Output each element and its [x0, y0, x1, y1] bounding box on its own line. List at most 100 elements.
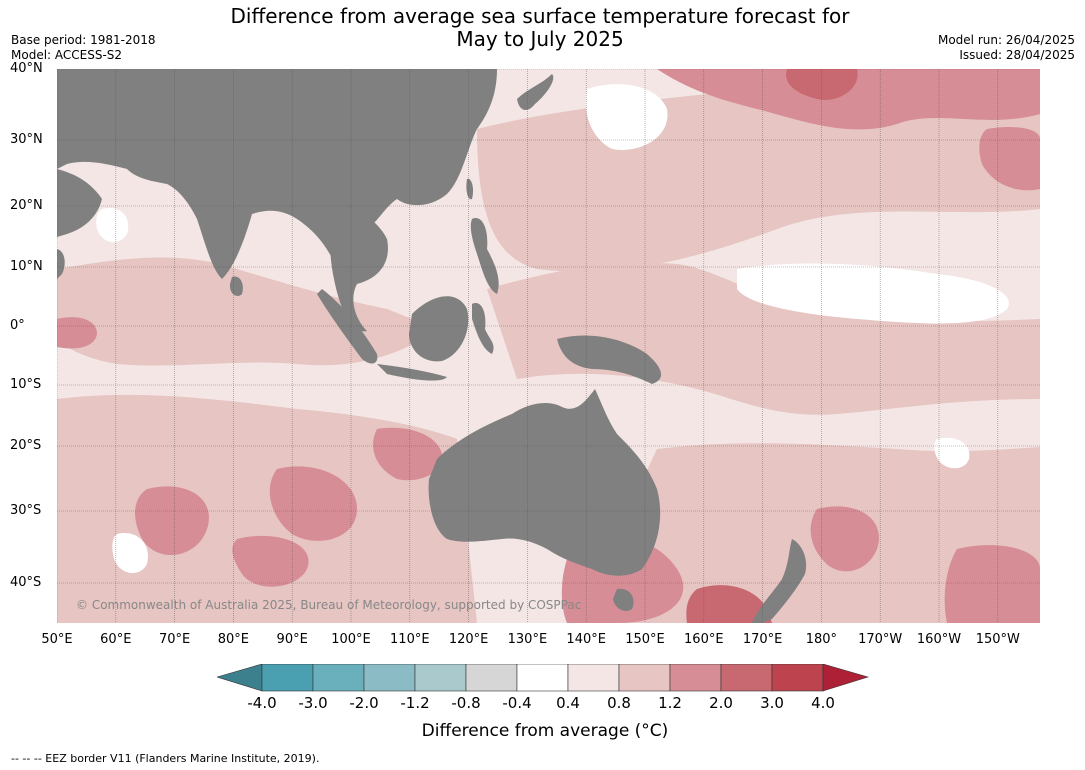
colorbar-tick-label: 1.2 — [658, 694, 682, 712]
lon-label: 100°E — [331, 632, 371, 647]
lon-label: 130°E — [507, 632, 548, 647]
lat-label: 20°N — [10, 198, 43, 213]
title-line-2: May to July 2025 — [456, 27, 624, 51]
colorbar-segment — [618, 664, 671, 692]
land — [57, 69, 807, 623]
colorbar-segment — [414, 664, 467, 692]
lon-label: 150°W — [975, 632, 1020, 647]
band-indian-ocean — [57, 257, 437, 366]
band-south — [57, 394, 477, 623]
colorbar — [217, 664, 869, 692]
model-run: Model run: 26/04/2025 — [937, 33, 1075, 47]
sst-map: © Commonwealth of Australia 2025, Bureau… — [57, 69, 1040, 623]
lon-label: 110°E — [390, 632, 430, 647]
band-north-warm — [657, 69, 1040, 130]
colorbar-tick-label: -0.4 — [502, 694, 532, 712]
land-tasmania — [613, 588, 634, 611]
meta-right: Model run: 26/04/2025 Issued: 28/04/2025 — [938, 33, 1075, 63]
copyright-notice: © Commonwealth of Australia 2025, Bureau… — [76, 598, 582, 612]
land-arabia — [57, 169, 102, 237]
colorbar-segment — [363, 664, 416, 692]
issued-date: Issued: 28/04/2025 — [959, 48, 1075, 62]
patch-white-north — [585, 84, 668, 150]
patch-white-south-1 — [112, 533, 148, 574]
patch-north-hot — [786, 69, 858, 100]
land-sulawesi — [472, 303, 494, 354]
land-asia — [57, 69, 497, 279]
colorbar-tick-label: -2.0 — [349, 694, 379, 712]
lon-label: 90°E — [276, 632, 308, 647]
lon-label: 170°E — [742, 632, 783, 647]
colorbar-segment — [261, 664, 314, 692]
land-indochina — [330, 199, 388, 332]
colorbar-segment — [720, 664, 773, 692]
patch-south-2 — [269, 466, 357, 541]
title-line-1: Difference from average sea surface temp… — [230, 4, 850, 28]
lat-label: 30°S — [10, 503, 42, 518]
lon-label: 70°E — [158, 632, 191, 647]
land-new-guinea — [557, 335, 662, 384]
gridlines — [57, 69, 1040, 623]
land-africa — [57, 249, 65, 279]
colorbar-tick-label: -4.0 — [247, 694, 277, 712]
lat-label: 10°N — [10, 259, 43, 274]
colorbar-label: Difference from average (°C) — [421, 721, 669, 741]
colorbar-segment — [516, 664, 569, 692]
patch-east-north — [979, 127, 1040, 191]
lon-label: 80°E — [217, 632, 250, 647]
colorbar-tick-label: -3.0 — [298, 694, 328, 712]
lat-label: 10°S — [10, 377, 42, 392]
colorbar-tick-label: 0.8 — [607, 694, 631, 712]
lon-label: 50°E — [41, 632, 73, 647]
map-svg — [57, 69, 1040, 623]
lon-label: 160°W — [916, 632, 962, 647]
land-australia — [428, 389, 661, 576]
patch-white-indian — [96, 208, 129, 243]
colorbar-tick-label: -1.2 — [400, 694, 430, 712]
land-taiwan — [466, 178, 474, 200]
land-java — [377, 364, 447, 381]
lat-label: 20°S — [10, 438, 42, 453]
lon-label: 160°E — [684, 632, 724, 647]
colorbar-segment — [771, 664, 824, 692]
land-new-zealand — [752, 539, 807, 623]
patch-south-1 — [135, 486, 209, 556]
colorbar-segment — [465, 664, 518, 692]
lat-label: 40°S — [10, 575, 42, 590]
colorbar-tick-label: 0.4 — [556, 694, 580, 712]
chart-title: Difference from average sea surface temp… — [220, 5, 860, 51]
colorbar-over-arrow — [822, 664, 869, 692]
lat-label: 40°N — [10, 61, 43, 76]
lat-label: 0° — [10, 318, 25, 333]
land-japan — [517, 74, 554, 111]
colorbar-segment — [312, 664, 365, 692]
lon-label: 60°E — [100, 632, 132, 647]
patch-white-east — [934, 437, 970, 469]
colorbar-tick-label: 4.0 — [811, 694, 835, 712]
colorbar-tick-label: -0.8 — [451, 694, 481, 712]
lon-label: 140°E — [566, 632, 606, 647]
patch-tasman — [810, 506, 879, 572]
model-name: Model: ACCESS-S2 — [11, 48, 123, 62]
patch-south-3 — [373, 427, 443, 481]
colorbar-under-arrow — [217, 664, 263, 692]
land-borneo — [409, 296, 469, 362]
colorbar-segment — [567, 664, 620, 692]
lon-label: 150°E — [625, 632, 665, 647]
anomaly-bands — [57, 69, 1040, 623]
colorbar-segment — [669, 664, 722, 692]
patch-south-4 — [232, 535, 309, 587]
patch-white-central-pacific — [737, 263, 1009, 324]
eez-footnote: -- -- -- EEZ border V11 (Flanders Marine… — [11, 752, 320, 765]
band-equatorial — [487, 262, 1040, 415]
lon-label: 120°E — [448, 632, 489, 647]
base-period: Base period: 1981-2018 — [11, 33, 156, 47]
colorbar-tick-label: 3.0 — [760, 694, 784, 712]
lon-label: 170°W — [858, 632, 903, 647]
lon-label: 180° — [805, 632, 838, 647]
colorbar-tick-label: 2.0 — [709, 694, 733, 712]
meta-left: Base period: 1981-2018 Model: ACCESS-S2 — [11, 33, 156, 63]
patch-southeast-pacific — [944, 545, 1040, 623]
patch-west-equatorial — [57, 317, 97, 349]
lat-label: 30°N — [10, 132, 43, 147]
